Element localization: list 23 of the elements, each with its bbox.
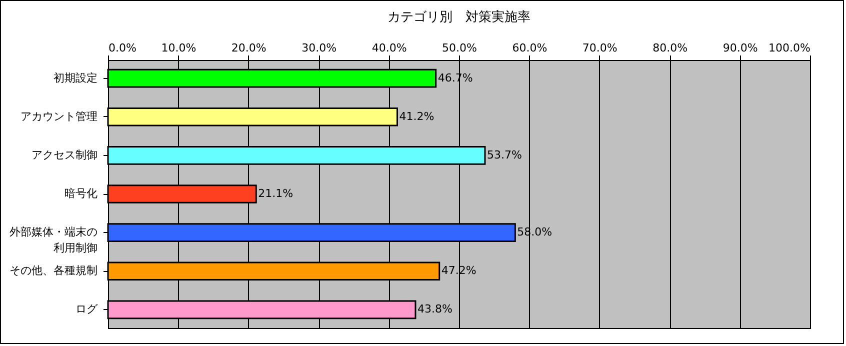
x-tick-label: 90.0% bbox=[722, 42, 758, 54]
x-tick-label: 10.0% bbox=[161, 42, 196, 54]
y-tick-label: 初期設定 bbox=[54, 71, 98, 84]
y-tick-label: アカウント管理 bbox=[20, 110, 98, 123]
data-label: 53.7% bbox=[486, 148, 522, 162]
x-tick-label: 60.0% bbox=[512, 42, 548, 54]
x-tick-label: 40.0% bbox=[372, 42, 407, 54]
data-label: 43.8% bbox=[417, 302, 452, 316]
data-label: 41.2% bbox=[399, 110, 434, 123]
chart-title: カテゴリ別 対策実施率 bbox=[388, 9, 530, 25]
y-tick-label: その他、各種規制 bbox=[10, 264, 98, 278]
x-tick-label: 50.0% bbox=[442, 42, 477, 54]
x-tick-label: 70.0% bbox=[582, 42, 618, 54]
x-tick-label: 100.0% bbox=[768, 42, 810, 54]
data-label: 21.1% bbox=[258, 187, 294, 200]
x-tick-label: 20.0% bbox=[231, 42, 266, 54]
x-tick-label: 30.0% bbox=[302, 42, 337, 54]
y-tick-label: 暗号化 bbox=[64, 187, 98, 200]
x-tick-label: 0.0% bbox=[108, 42, 136, 54]
y-tick-label: ログ bbox=[76, 302, 98, 316]
y-tick-label: 外部媒体・端末の利用制御 bbox=[10, 226, 98, 255]
x-tick-label: 80.0% bbox=[652, 42, 688, 54]
y-tick-label: アクセス制御 bbox=[32, 148, 98, 162]
